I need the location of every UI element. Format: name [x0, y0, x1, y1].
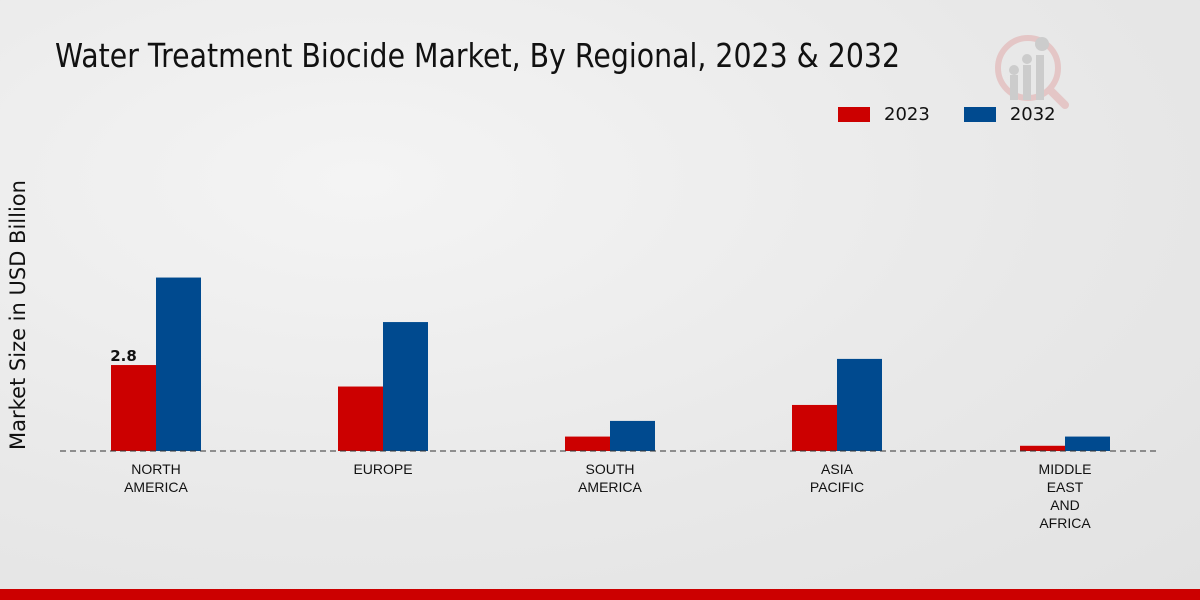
bar-2032-0: [156, 277, 201, 451]
chart-title: Water Treatment Biocide Market, By Regio…: [55, 36, 901, 75]
data-label: 2.8: [110, 347, 137, 365]
bar-2032-4: [1065, 436, 1110, 451]
legend-label-2023: 2023: [884, 104, 930, 125]
legend: 2023 2032: [838, 104, 1056, 125]
x-tick-label: SOUTH AMERICA: [578, 461, 642, 495]
bar-2023-1: [338, 386, 383, 451]
bar-2023-2: [565, 436, 610, 451]
x-tick-label: NORTH AMERICA: [124, 461, 188, 495]
bar-2023-4: [1020, 445, 1065, 451]
legend-item-2023: 2023: [838, 104, 930, 125]
bar-2032-3: [837, 358, 882, 451]
legend-swatch-2023: [838, 107, 870, 122]
bar-2023-0: [111, 365, 156, 451]
bar-2023-3: [792, 404, 837, 451]
legend-swatch-2032: [963, 107, 996, 122]
legend-label-2032: 2032: [1009, 104, 1056, 125]
x-tick-label: MIDDLE EAST AND AFRICA: [1039, 461, 1092, 531]
watermark-logo-icon: [995, 35, 1069, 109]
x-tick-label: EUROPE: [353, 461, 412, 477]
x-tick-label: ASIA PACIFIC: [810, 461, 864, 495]
legend-item-2032: 2032: [963, 104, 1056, 125]
bottom-accent-bar: [0, 589, 1200, 600]
bar-2032-1: [383, 322, 428, 451]
bar-2032-2: [610, 420, 655, 451]
